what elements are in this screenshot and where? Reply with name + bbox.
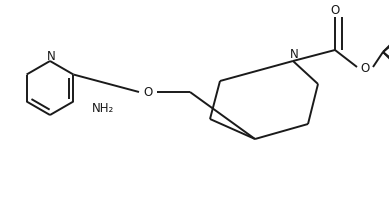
Text: O: O: [144, 86, 152, 99]
Text: O: O: [330, 4, 340, 17]
Text: O: O: [360, 61, 370, 74]
Text: NH₂: NH₂: [91, 101, 114, 114]
Text: N: N: [47, 50, 55, 63]
Text: N: N: [290, 48, 298, 61]
